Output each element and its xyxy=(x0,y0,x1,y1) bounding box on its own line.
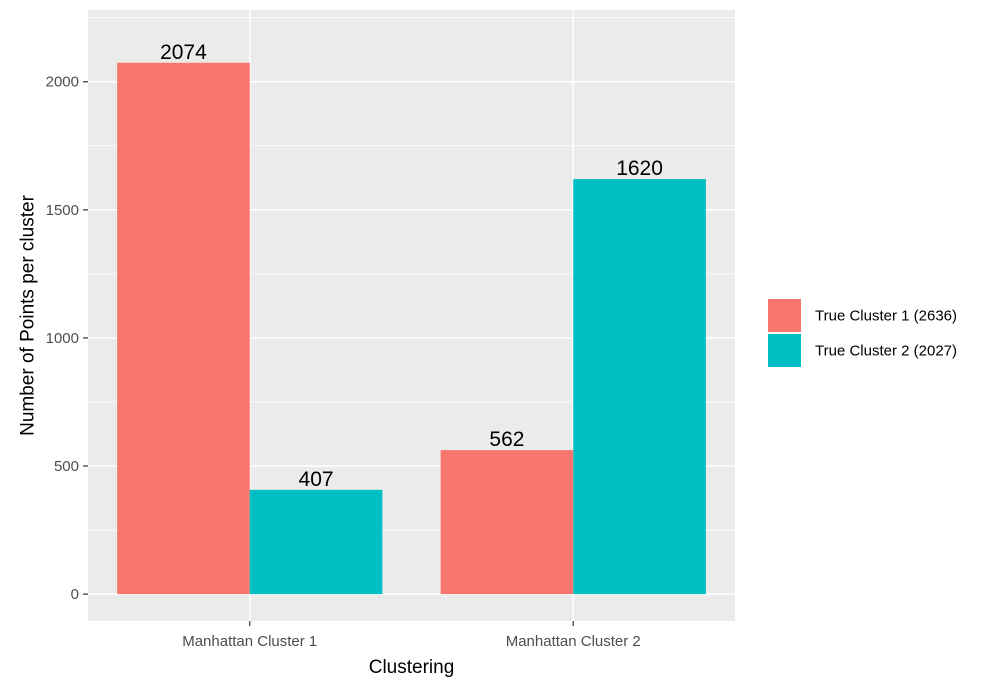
y-axis: 0 500 1000 1500 2000 xyxy=(46,74,88,603)
legend: True Cluster 1 (2636) True Cluster 2 (202… xyxy=(768,299,957,367)
legend-label: True Cluster 2 (2027) xyxy=(815,343,957,360)
x-axis-title: Clustering xyxy=(369,657,455,678)
bar-labels: 2074 407 562 1620 xyxy=(160,41,663,491)
bar-value-label: 407 xyxy=(299,468,334,491)
y-tick-label: 1000 xyxy=(46,330,79,347)
x-tick-label: Manhattan Cluster 2 xyxy=(506,633,641,650)
legend-label: True Cluster 1 (2636) xyxy=(815,308,957,325)
y-tick-label: 500 xyxy=(54,458,79,475)
bar-value-label: 562 xyxy=(489,428,524,451)
y-tick-label: 2000 xyxy=(46,74,79,91)
bars xyxy=(117,62,706,595)
legend-key xyxy=(768,334,801,367)
y-axis-title: Number of Points per cluster xyxy=(18,194,39,435)
bar xyxy=(440,450,574,595)
x-axis: Manhattan Cluster 1 Manhattan Cluster 2 xyxy=(182,621,641,650)
bar xyxy=(117,62,250,595)
bar-value-label: 1620 xyxy=(616,157,663,180)
legend-key xyxy=(768,299,801,332)
y-tick-label: 0 xyxy=(71,586,79,603)
bar-value-label: 2074 xyxy=(160,41,207,64)
bar xyxy=(573,179,706,595)
x-tick-label: Manhattan Cluster 1 xyxy=(182,633,317,650)
y-tick-label: 1500 xyxy=(46,202,79,219)
bar xyxy=(249,489,383,595)
